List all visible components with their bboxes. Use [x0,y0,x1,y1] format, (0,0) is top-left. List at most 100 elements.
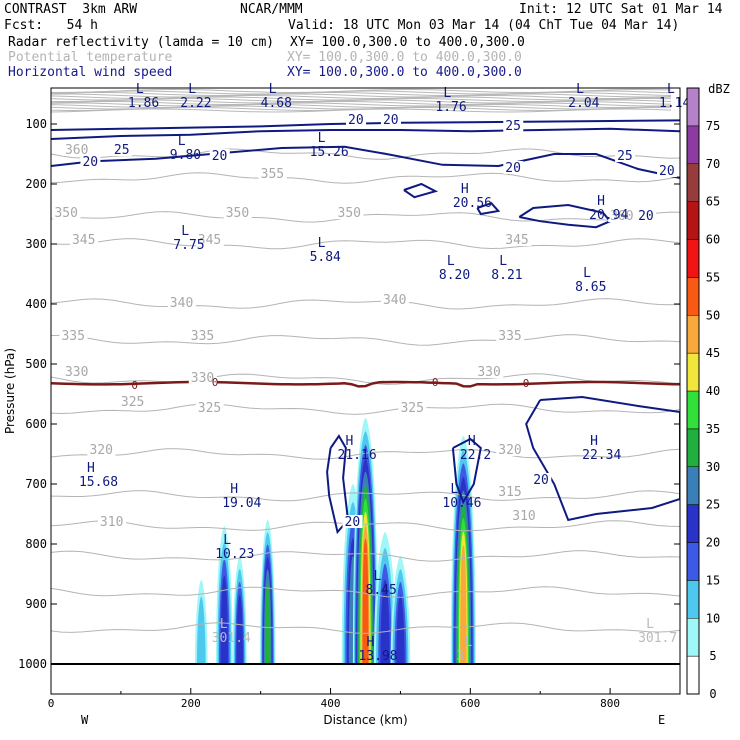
wind-label-bg [80,155,101,168]
extremum-value: 1.76 [435,100,466,115]
extremum-value: 2.04 [568,96,599,111]
theta-contour-320 [51,448,680,460]
extremum-type: L [374,569,382,584]
wind-contour-2 [51,145,680,179]
theta-contours [51,89,680,634]
theta-label-bg [223,206,252,219]
reflectivity-cell-3-30 [264,581,271,664]
colorbar-swatch-35 [686,390,700,430]
theta-label: 350 [54,206,77,221]
theta-contour-upper [51,90,672,95]
wind-contour-8 [451,437,482,505]
reflectivity-cell-5-50 [362,538,369,664]
colorbar-frame [686,87,700,695]
y-tick-label: 1000 [18,657,47,671]
wind-label: 20 [659,164,675,179]
extremum-type: L [447,254,455,269]
reflectivity-cell-6-20 [380,579,390,664]
extremum-value: 13.98 [359,649,398,664]
theta-contour-upper [51,100,672,105]
extremum-value: 8.21 [491,268,522,283]
extremum-type: L [318,236,326,251]
colorbar-swatch-0 [686,655,700,695]
extremum-value: 9.80 [170,148,201,163]
colorbar-swatch-45 [686,315,700,354]
wind-label-bg [503,161,524,174]
colorbar-swatch-65 [686,163,700,202]
field-theta: Potential temperature [8,50,173,65]
colorbar-label: 50 [706,308,720,322]
theta-label-bg [510,509,539,522]
freezing-label: 0 [432,376,439,389]
wind-contour-3 [403,182,439,199]
extremum-type: L [443,86,451,101]
wind-label-bg [636,209,657,222]
x-tick-label: 600 [460,697,480,710]
wind-label: 20 [348,113,364,128]
wind-label-bg [657,164,678,177]
title-center: NCAR/MMM [240,2,303,17]
extremum-type: L [464,635,472,650]
extremum-type: L [223,533,231,548]
extremum-type: L [220,617,228,632]
theta-label: 335 [191,329,214,344]
theta-contour-upper [51,102,672,107]
theta-label-bg [195,401,224,414]
theta-label-bg [59,329,88,342]
freezing-label: 0 [131,379,138,392]
extremum-value: 1.86 [128,96,159,111]
colorbar-label: 10 [706,611,720,625]
extremum-value: 301.7 [638,631,677,646]
colorbar-swatch-30 [686,428,700,467]
wind-label: 20 [345,515,361,530]
theta-label-bg [380,293,409,306]
reflectivity-cell-0-10 [196,596,206,664]
theta-contour-350 [51,211,680,223]
colorbar-label: 25 [706,498,720,512]
extremum-type: L [499,254,507,269]
wind-label-bg [503,119,524,132]
reflectivity-cell-2-20 [236,594,243,664]
extremum-type: L [450,482,458,497]
field-wind: Horizontal wind speed [8,65,173,80]
wind-label: 25 [505,119,521,134]
theta-label: 360 [610,209,633,224]
colorbar-label: 60 [706,233,720,247]
theta-contour-340 [51,298,680,310]
theta-contour-355 [51,172,680,184]
colorbar-label: 65 [706,195,720,209]
extremum-value: 3 [456,649,464,664]
y-tick-label: 700 [25,477,47,491]
wind-label: 20 [638,209,654,224]
theta-contour-335 [51,334,680,346]
theta-contour-305 [51,550,680,562]
extremum-type: H [230,482,238,497]
colorbar-swatch-55 [686,239,700,278]
wind-label: 20 [82,155,98,170]
colorbar-label: 0 [709,687,716,701]
field-reflectivity-xy: XY= 100.0,300.0 to 400.0,300.0 [290,35,525,50]
title-left: CONTRAST 3km ARW [4,2,138,17]
freezing-line [51,380,680,665]
colorbar-label: 5 [709,649,716,663]
wind-label-bg [380,113,401,126]
theta-contour-upper [51,104,672,108]
colorbar-label: 40 [706,384,720,398]
theta-label-bg [167,296,196,309]
theta-label-bg [62,365,91,378]
colorbar-swatch-5 [686,618,700,657]
extremum-value: 1.14 [659,96,690,111]
colorbar-label: 45 [706,346,720,360]
extremum-value: 22.2 [460,448,491,463]
theta-contour-upper [51,93,672,98]
extremum-type: H [597,194,605,209]
theta-label: 310 [512,509,535,524]
theta-label-bg [608,209,637,222]
wind-label-bg [531,473,552,486]
colorbar-swatch-20 [686,504,700,543]
extremum-value: 7.75 [173,238,204,253]
extremum-type: L [318,131,326,146]
colorbar-label: 30 [706,460,720,474]
